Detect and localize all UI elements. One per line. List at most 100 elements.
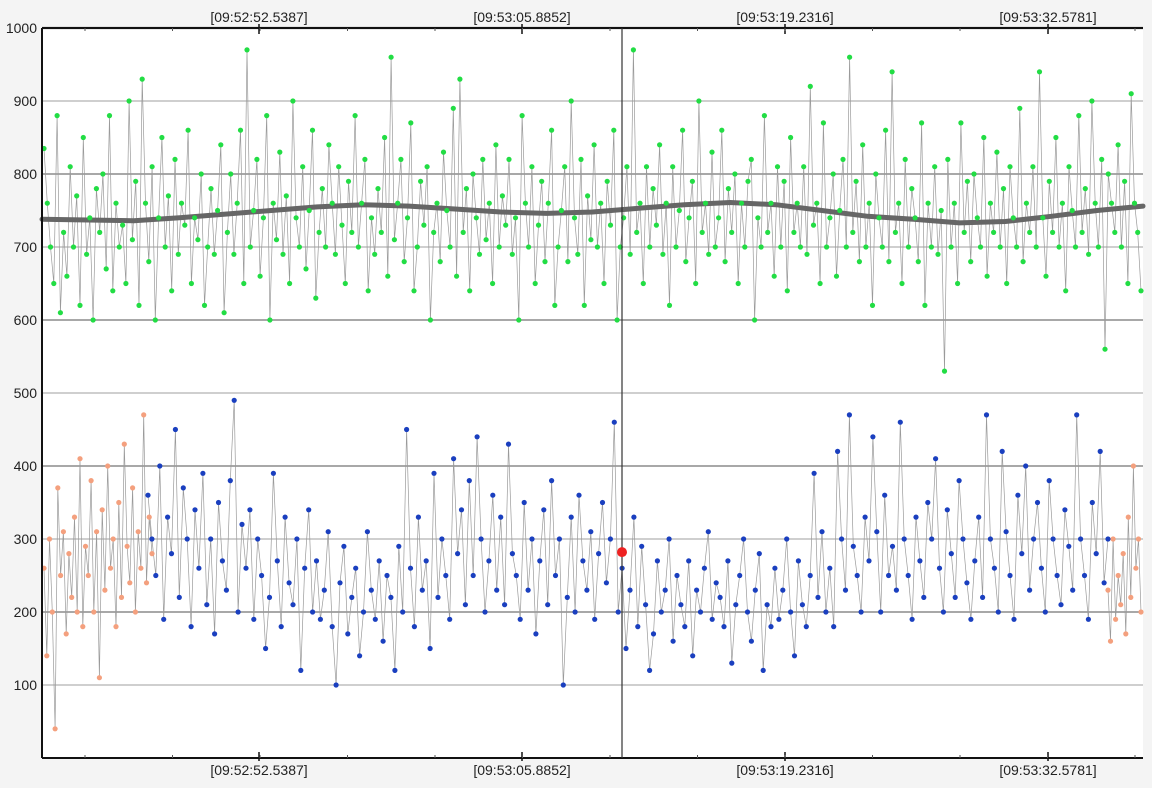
data-point bbox=[819, 529, 825, 535]
data-point bbox=[738, 200, 745, 206]
data-point bbox=[204, 602, 210, 608]
data-point bbox=[850, 543, 856, 549]
data-point bbox=[326, 142, 332, 148]
data-point bbox=[107, 565, 114, 571]
data-point bbox=[309, 127, 316, 133]
data-point bbox=[126, 98, 132, 104]
data-point bbox=[1033, 244, 1039, 250]
data-point bbox=[915, 259, 921, 265]
data-point bbox=[647, 667, 653, 674]
data-point bbox=[683, 259, 689, 265]
data-point bbox=[103, 266, 109, 272]
data-point bbox=[842, 587, 849, 593]
data-point bbox=[843, 244, 849, 250]
data-point bbox=[486, 200, 492, 206]
data-point bbox=[637, 200, 643, 206]
data-point bbox=[300, 164, 306, 170]
data-point bbox=[1099, 156, 1105, 162]
data-point bbox=[395, 200, 401, 206]
data-point bbox=[333, 682, 339, 688]
data-point bbox=[1040, 215, 1046, 221]
data-point bbox=[830, 171, 836, 177]
data-point bbox=[60, 529, 66, 535]
data-point bbox=[372, 616, 378, 622]
data-point bbox=[132, 609, 138, 615]
cursor-marker[interactable] bbox=[617, 547, 627, 558]
x-tick-label-bottom: [09:53:05.8852] bbox=[473, 762, 570, 778]
data-point bbox=[424, 164, 430, 170]
data-point bbox=[1074, 412, 1080, 418]
data-point bbox=[886, 572, 892, 579]
data-point bbox=[175, 251, 181, 257]
data-point bbox=[522, 200, 529, 206]
data-point bbox=[1118, 244, 1124, 250]
data-point bbox=[647, 244, 653, 250]
data-point bbox=[219, 558, 225, 564]
data-point bbox=[404, 426, 410, 433]
data-point bbox=[1034, 499, 1041, 506]
data-point bbox=[85, 572, 91, 579]
data-point bbox=[788, 609, 794, 615]
data-point bbox=[712, 244, 718, 250]
data-point bbox=[470, 171, 476, 177]
data-point bbox=[862, 514, 868, 520]
data-point bbox=[657, 142, 663, 148]
data-point bbox=[673, 244, 679, 250]
data-point bbox=[368, 215, 375, 221]
data-point bbox=[157, 463, 163, 469]
data-point bbox=[588, 237, 594, 243]
data-point bbox=[820, 120, 827, 126]
data-point bbox=[349, 229, 355, 235]
data-point bbox=[362, 156, 368, 162]
data-point bbox=[259, 572, 265, 579]
data-point bbox=[1011, 616, 1017, 622]
data-point bbox=[143, 580, 150, 586]
data-point bbox=[780, 587, 786, 593]
data-point bbox=[549, 127, 555, 133]
x-tick-label-top: [09:53:19.2316] bbox=[736, 9, 833, 25]
data-point bbox=[929, 536, 935, 542]
data-point bbox=[676, 207, 682, 214]
data-point bbox=[941, 368, 948, 374]
data-point bbox=[105, 463, 111, 469]
data-point bbox=[332, 251, 338, 257]
data-point bbox=[195, 237, 201, 243]
data-point bbox=[948, 244, 954, 250]
data-point bbox=[51, 280, 57, 287]
data-point bbox=[827, 215, 833, 221]
data-point bbox=[44, 653, 50, 659]
data-point bbox=[870, 434, 876, 440]
data-point bbox=[278, 624, 284, 630]
data-point bbox=[102, 587, 108, 593]
data-point bbox=[486, 558, 492, 564]
data-point bbox=[1130, 463, 1136, 469]
data-point bbox=[341, 543, 347, 549]
data-point bbox=[640, 280, 646, 287]
data-point bbox=[205, 244, 211, 250]
data-point bbox=[427, 317, 433, 323]
x-tick-label-bottom: [09:53:32.5781] bbox=[999, 762, 1096, 778]
data-point bbox=[964, 580, 970, 586]
data-point bbox=[218, 142, 224, 148]
data-point bbox=[634, 229, 640, 235]
data-point bbox=[321, 587, 327, 593]
data-point bbox=[542, 259, 548, 265]
data-point bbox=[223, 587, 229, 593]
data-point bbox=[1118, 602, 1124, 608]
data-point bbox=[716, 215, 722, 221]
data-point bbox=[623, 645, 629, 652]
data-point bbox=[781, 178, 787, 184]
data-point bbox=[44, 200, 50, 206]
data-point bbox=[1085, 616, 1091, 622]
data-point bbox=[666, 302, 673, 308]
data-point bbox=[1125, 280, 1131, 287]
data-point bbox=[463, 186, 469, 192]
data-point bbox=[138, 565, 144, 571]
data-point bbox=[761, 113, 768, 119]
data-point bbox=[650, 631, 657, 637]
data-point bbox=[1105, 171, 1111, 177]
data-point bbox=[418, 178, 424, 184]
data-point bbox=[721, 624, 727, 630]
data-point bbox=[513, 572, 519, 579]
